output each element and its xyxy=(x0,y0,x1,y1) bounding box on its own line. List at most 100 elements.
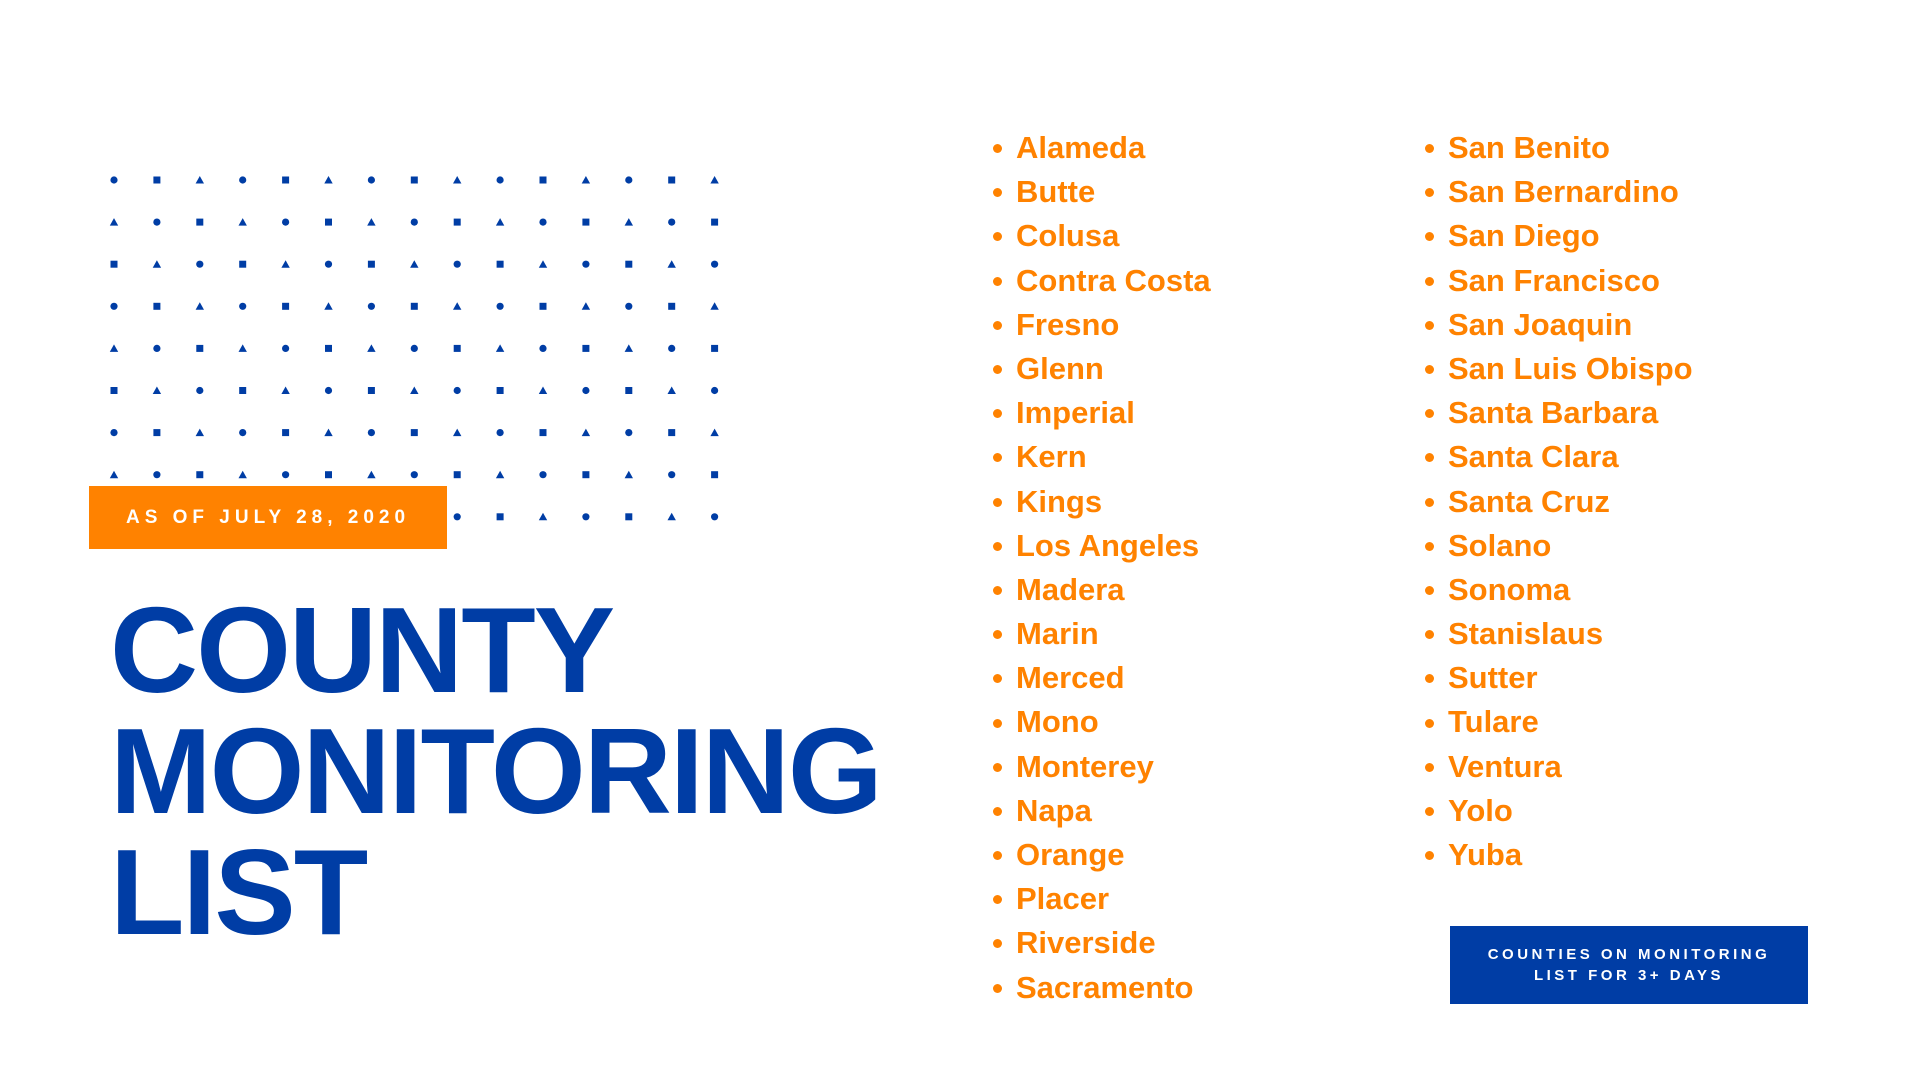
county-name: Kings xyxy=(1016,483,1103,519)
circle-shape xyxy=(668,471,676,479)
triangle-shape xyxy=(667,260,676,268)
county-list-item: Ventura xyxy=(1425,745,1693,789)
bullet-icon xyxy=(993,718,1002,728)
county-name: Santa Cruz xyxy=(1448,483,1610,519)
triangle-shape xyxy=(667,512,676,521)
bullet-icon xyxy=(993,674,1002,684)
triangle-shape xyxy=(324,428,333,437)
bullet-icon xyxy=(993,983,1002,993)
square-shape xyxy=(711,344,719,352)
square-shape xyxy=(668,176,676,184)
county-list-item: Merced xyxy=(993,656,1211,700)
county-name: Butte xyxy=(1016,174,1096,210)
square-shape xyxy=(410,176,418,184)
triangle-shape xyxy=(109,344,119,352)
county-list-item: Santa Barbara xyxy=(1425,391,1693,435)
triangle-shape xyxy=(281,260,290,268)
triangle-shape xyxy=(710,302,719,310)
circle-shape xyxy=(625,176,633,184)
square-shape xyxy=(196,344,204,352)
county-name: Merced xyxy=(1016,660,1125,696)
bullet-icon xyxy=(1425,851,1434,861)
bullet-icon xyxy=(1425,409,1434,419)
square-shape xyxy=(110,387,118,394)
date-badge: AS OF JULY 28, 2020 xyxy=(89,486,447,549)
county-list-column-1: Alameda Butte Colusa Contra Costa Fresno Glen… xyxy=(993,126,1211,1010)
triangle-shape xyxy=(410,260,419,268)
county-name: Contra Costa xyxy=(1016,262,1211,298)
circle-shape xyxy=(410,471,418,479)
bullet-icon xyxy=(993,762,1002,772)
triangle-shape xyxy=(667,386,676,394)
county-list-item: Stanislaus xyxy=(1425,612,1693,656)
county-list-item: Tulare xyxy=(1425,700,1693,744)
triangle-shape xyxy=(495,470,505,479)
square-shape xyxy=(239,260,247,268)
county-list-item: Solano xyxy=(1425,524,1693,568)
square-shape xyxy=(711,471,719,479)
county-list-item: Santa Clara xyxy=(1425,435,1693,479)
page-title: COUNTY MONITORING LIST xyxy=(110,589,883,960)
square-shape xyxy=(367,387,375,394)
county-name: Monterey xyxy=(1016,748,1154,784)
square-shape xyxy=(625,260,633,268)
square-shape xyxy=(239,387,247,394)
county-name: Placer xyxy=(1016,881,1110,917)
square-shape xyxy=(582,344,590,352)
county-list-item: San Diego xyxy=(1425,214,1693,258)
circle-shape xyxy=(582,513,590,521)
triangle-shape xyxy=(624,218,633,226)
square-shape xyxy=(711,218,719,226)
circle-shape xyxy=(153,218,161,226)
triangle-shape xyxy=(538,512,548,521)
county-list-item: Los Angeles xyxy=(993,524,1211,568)
county-name: Yolo xyxy=(1448,792,1513,828)
county-name: Marin xyxy=(1016,616,1099,652)
bullet-icon xyxy=(1425,144,1434,154)
county-name: Solano xyxy=(1448,527,1552,563)
county-name: Kern xyxy=(1016,439,1087,475)
triangle-shape xyxy=(367,344,376,352)
square-shape xyxy=(196,471,204,479)
bullet-icon xyxy=(993,365,1002,375)
circle-shape xyxy=(110,176,118,184)
bullet-icon xyxy=(1425,497,1434,507)
county-name: Ventura xyxy=(1448,748,1562,784)
triangle-shape xyxy=(453,176,462,184)
square-shape xyxy=(110,260,118,268)
triangle-shape xyxy=(324,176,333,184)
title-line: LIST xyxy=(110,824,368,960)
county-name: San Francisco xyxy=(1448,262,1660,298)
triangle-shape xyxy=(324,302,333,310)
square-shape xyxy=(539,176,547,184)
triangle-shape xyxy=(495,344,505,352)
circle-shape xyxy=(453,386,461,395)
county-list-item: Mono xyxy=(993,700,1211,744)
county-list-item: Kings xyxy=(993,480,1211,524)
county-name: Fresno xyxy=(1016,306,1120,342)
bullet-icon xyxy=(993,939,1002,949)
circle-shape xyxy=(110,429,118,437)
county-list-item: San Benito xyxy=(1425,126,1693,170)
bullet-icon xyxy=(993,806,1002,816)
county-list-item: San Luis Obispo xyxy=(1425,347,1693,391)
triangle-shape xyxy=(152,260,162,268)
bullet-icon xyxy=(1425,806,1434,816)
bullet-icon xyxy=(1425,276,1434,286)
bullet-icon xyxy=(993,851,1002,861)
county-name: Orange xyxy=(1016,837,1125,872)
circle-shape xyxy=(539,218,547,226)
circle-shape xyxy=(282,218,290,226)
circle-shape xyxy=(196,260,204,268)
square-shape xyxy=(153,302,161,310)
bullet-icon xyxy=(993,144,1002,154)
circle-shape xyxy=(367,429,375,437)
triangle-shape xyxy=(538,260,548,268)
square-shape xyxy=(153,429,161,437)
triangle-shape xyxy=(710,176,719,184)
county-name: Glenn xyxy=(1016,350,1104,386)
county-list-item: Kern xyxy=(993,435,1211,479)
triangle-shape xyxy=(495,218,505,226)
county-name: Santa Clara xyxy=(1448,439,1619,475)
bullet-icon xyxy=(1425,585,1434,595)
